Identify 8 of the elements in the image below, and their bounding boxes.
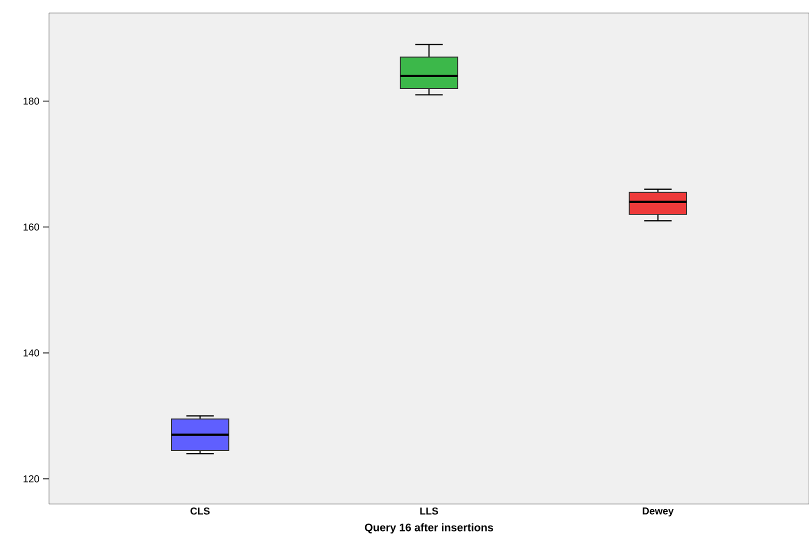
y-tick-label: 160 [24, 224, 40, 231]
x-tick-label: Dewey [642, 508, 674, 516]
x-axis-title: Query 16 after insertions [364, 523, 494, 534]
y-tick-label: 120 [24, 475, 40, 482]
x-tick-label: CLS [190, 508, 210, 515]
x-tick-label: LLS [420, 508, 438, 515]
y-tick-label: 180 [24, 98, 40, 105]
y-tick-label: 140 [24, 349, 40, 356]
